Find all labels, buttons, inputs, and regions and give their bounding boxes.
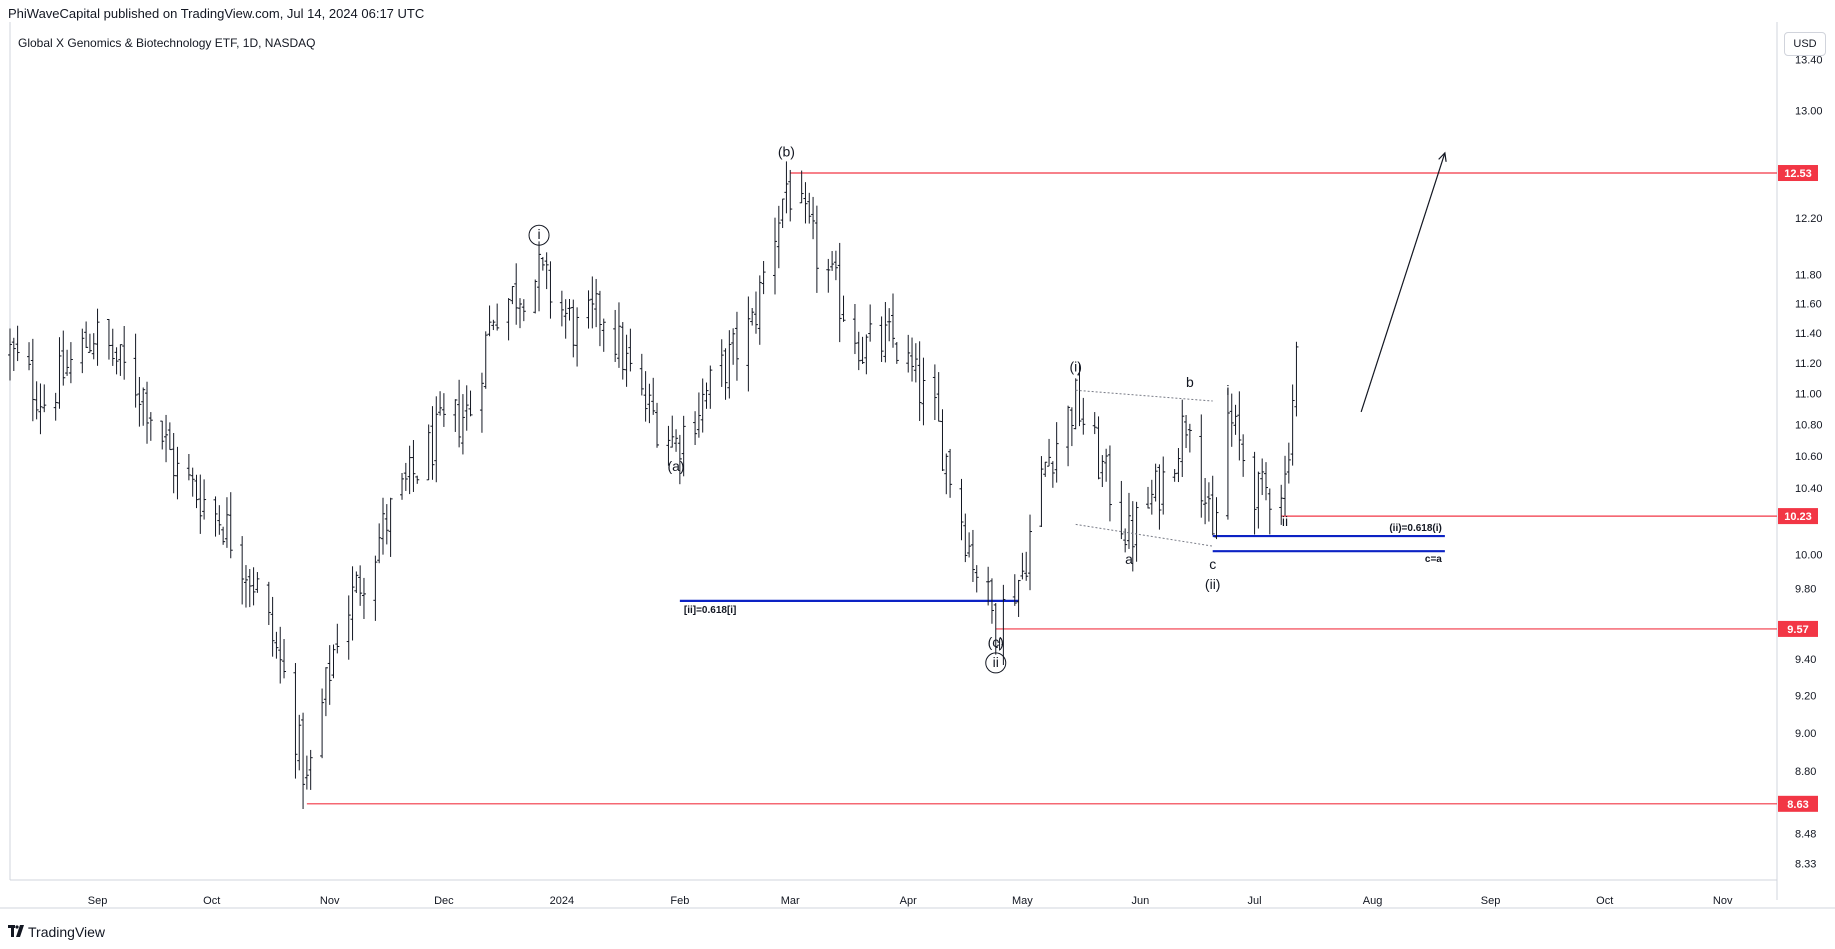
time-tick-label: Oct — [203, 895, 220, 907]
wave-label: b — [1186, 374, 1194, 390]
wave-label: a — [1125, 551, 1133, 567]
wave-label: c — [1209, 556, 1216, 572]
time-tick-label: May — [1012, 895, 1033, 907]
price-level-label: 10.23 — [1784, 511, 1812, 523]
price-tick-label: 10.00 — [1795, 550, 1823, 562]
tradingview-logo-icon — [8, 924, 24, 940]
time-tick-label: Sep — [1481, 895, 1501, 907]
price-tick-label: 9.00 — [1795, 728, 1816, 740]
price-tick-label: 11.60 — [1795, 298, 1822, 310]
price-tick-label: 8.80 — [1795, 766, 1816, 778]
fib-level-label: (ii)=0.618(i) — [1389, 523, 1442, 534]
price-tick-label: 10.60 — [1795, 451, 1823, 463]
wave-label: i — [1226, 382, 1229, 398]
price-tick-label: 13.00 — [1795, 106, 1823, 118]
price-tick-label: 11.00 — [1795, 388, 1822, 400]
wave-label: (c) — [988, 634, 1004, 650]
price-tick-label: 12.20 — [1795, 213, 1823, 225]
time-tick-label: Dec — [434, 895, 454, 907]
time-axis: Sep Oct Nov Dec 2024 Feb Mar Apr May Jun Jul Aug Sep… — [88, 895, 1733, 907]
triangle-trendline — [1075, 389, 1213, 402]
price-level-badge — [1778, 165, 1818, 182]
time-tick-label: Apr — [900, 895, 917, 907]
time-tick-label: 2024 — [550, 895, 574, 907]
price-tick-label: 10.40 — [1795, 483, 1823, 495]
projection-arrow — [1360, 152, 1446, 413]
wave-label: ii — [993, 654, 999, 670]
price-tick-label: 8.48 — [1795, 828, 1816, 840]
wave-label: (i) — [1069, 359, 1081, 375]
wave-annotations: i(b)(a)(c)ii(i)abc(ii)iii — [528, 143, 1447, 674]
currency-button[interactable]: USD — [1784, 32, 1826, 56]
footer-brand-label: TradingView — [28, 924, 106, 940]
symbol-title: Global X Genomics & Biotechnology ETF, 1… — [18, 36, 316, 50]
price-levels: 12.53 10.23 9.57 8.63 [ii]=0.618[i] (ii)=0.61… — [306, 165, 1818, 812]
price-level-label: 9.57 — [1787, 624, 1808, 636]
price-tick-label: 11.20 — [1795, 358, 1822, 370]
time-tick-label: Sep — [88, 895, 108, 907]
ohlc-bars — [8, 161, 1299, 810]
wave-label: (b) — [778, 143, 795, 159]
publisher-header: PhiWaveCapital published on TradingView.… — [8, 6, 425, 21]
footer-brand[interactable]: TradingView — [8, 924, 105, 940]
price-level-badge — [1778, 795, 1818, 812]
price-tick-label: 11.40 — [1795, 328, 1822, 340]
wave-label-circle — [985, 652, 1007, 674]
wave-label-circle — [528, 224, 550, 246]
fib-level-label: c=a — [1425, 554, 1442, 565]
price-tick-label: 9.20 — [1795, 691, 1816, 703]
price-axis: 8.33 8.48 8.80 9.00 9.20 9.40 9.80 10.00 10.40 10… — [1795, 54, 1823, 870]
triangle-trendline — [1075, 523, 1213, 547]
price-level-label: 8.63 — [1787, 799, 1808, 811]
fib-level-label: [ii]=0.618[i] — [684, 605, 737, 616]
time-tick-label: Nov — [1713, 895, 1733, 907]
time-tick-label: Aug — [1363, 895, 1383, 907]
wave-label: (a) — [667, 458, 684, 474]
chart-frame — [0, 22, 1835, 909]
price-tick-label: 13.40 — [1795, 54, 1823, 66]
wave-label: i — [537, 226, 540, 242]
price-tick-label: 10.80 — [1795, 419, 1823, 431]
time-tick-label: Jul — [1248, 895, 1262, 907]
time-tick-label: Jun — [1132, 895, 1150, 907]
time-tick-label: Feb — [670, 895, 689, 907]
projection-arrow-head — [1438, 151, 1447, 162]
price-tick-label: 9.40 — [1795, 654, 1816, 666]
price-level-badge — [1778, 508, 1818, 525]
wave-label: ii — [1282, 513, 1288, 529]
price-tick-label: 9.80 — [1795, 584, 1816, 596]
price-tick-label: 8.33 — [1795, 859, 1816, 871]
time-tick-label: Nov — [320, 895, 340, 907]
time-tick-label: Oct — [1596, 895, 1613, 907]
price-level-label: 12.53 — [1784, 168, 1812, 180]
price-level-badge — [1778, 620, 1818, 637]
wave-label: (ii) — [1205, 576, 1221, 592]
price-tick-label: 11.80 — [1795, 270, 1822, 282]
time-tick-label: Mar — [781, 895, 800, 907]
